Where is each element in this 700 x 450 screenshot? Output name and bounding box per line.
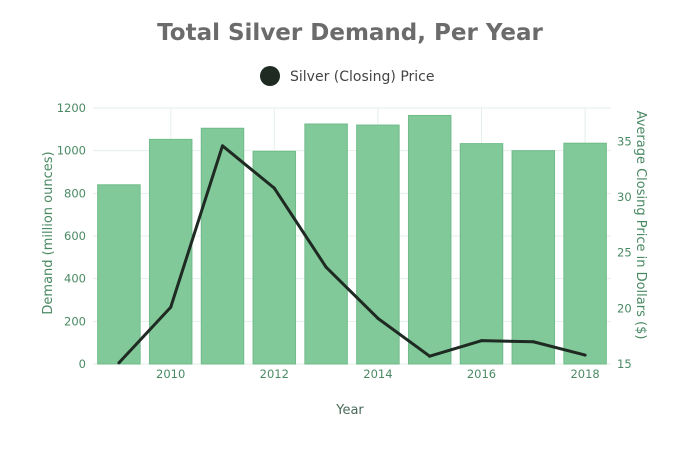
bar-2018[interactable] xyxy=(563,142,607,365)
price-point-2016[interactable] xyxy=(480,339,483,343)
y-tick-label: 200 xyxy=(64,314,86,328)
x-tick-label: 2012 xyxy=(260,367,289,381)
x-axis-ticks: 2010 2012 2014 2016 2018 xyxy=(156,367,600,381)
y2-tick-label: 35 xyxy=(617,134,632,148)
y-tick-label: 0 xyxy=(79,357,86,371)
y2-tick-label: 25 xyxy=(617,246,632,260)
price-point-2012[interactable] xyxy=(272,186,276,190)
bar-2015[interactable] xyxy=(407,114,452,365)
price-point-2010[interactable] xyxy=(169,305,173,309)
bar-2011[interactable] xyxy=(200,127,245,365)
x-tick-label: 2014 xyxy=(363,367,392,381)
bar-2017[interactable] xyxy=(511,150,556,365)
y-tick-label: 1000 xyxy=(57,144,86,158)
y-axis-right-title: Average Closing Price in Dollars ($) xyxy=(633,111,648,340)
legend-marker xyxy=(260,66,280,86)
y2-tick-label: 30 xyxy=(617,190,632,204)
price-point-2009[interactable] xyxy=(117,361,121,365)
price-point-2013[interactable] xyxy=(324,265,328,269)
x-axis-title: Year xyxy=(335,403,364,418)
x-tick-label: 2016 xyxy=(467,367,496,381)
x-tick-label: 2018 xyxy=(570,367,599,381)
y-axis-right-ticks: 15 20 25 30 35 xyxy=(617,134,632,371)
y-tick-label: 600 xyxy=(64,229,86,243)
bar-2009[interactable] xyxy=(97,184,141,365)
y-tick-label: 800 xyxy=(64,186,86,200)
y-axis-left-ticks: 0 200 400 600 800 1000 1200 xyxy=(57,101,86,371)
price-line-series xyxy=(117,144,587,365)
price-point-2018[interactable] xyxy=(583,353,587,357)
y2-tick-label: 20 xyxy=(617,301,632,315)
price-point-2011[interactable] xyxy=(221,144,224,148)
price-point-2015[interactable] xyxy=(428,354,432,358)
price-point-2017[interactable] xyxy=(531,340,535,344)
price-line[interactable] xyxy=(117,144,586,364)
legend-label: Silver (Closing) Price xyxy=(290,69,434,85)
bar-2010[interactable] xyxy=(148,138,193,365)
x-tick-label: 2010 xyxy=(156,367,185,381)
bar-series xyxy=(97,114,607,365)
y-tick-label: 400 xyxy=(64,272,86,286)
chart-title: Total Silver Demand, Per Year xyxy=(157,20,543,46)
price-point-2014[interactable] xyxy=(376,316,380,320)
bar-2016[interactable] xyxy=(459,143,504,365)
y2-tick-label: 15 xyxy=(617,357,632,371)
y-tick-label: 1200 xyxy=(57,101,86,115)
legend[interactable]: Silver (Closing) Price xyxy=(260,66,434,86)
bar-2014[interactable] xyxy=(356,124,400,365)
y-axis-left-title: Demand (million ounces) xyxy=(41,151,56,314)
bar-2012[interactable] xyxy=(252,150,297,365)
